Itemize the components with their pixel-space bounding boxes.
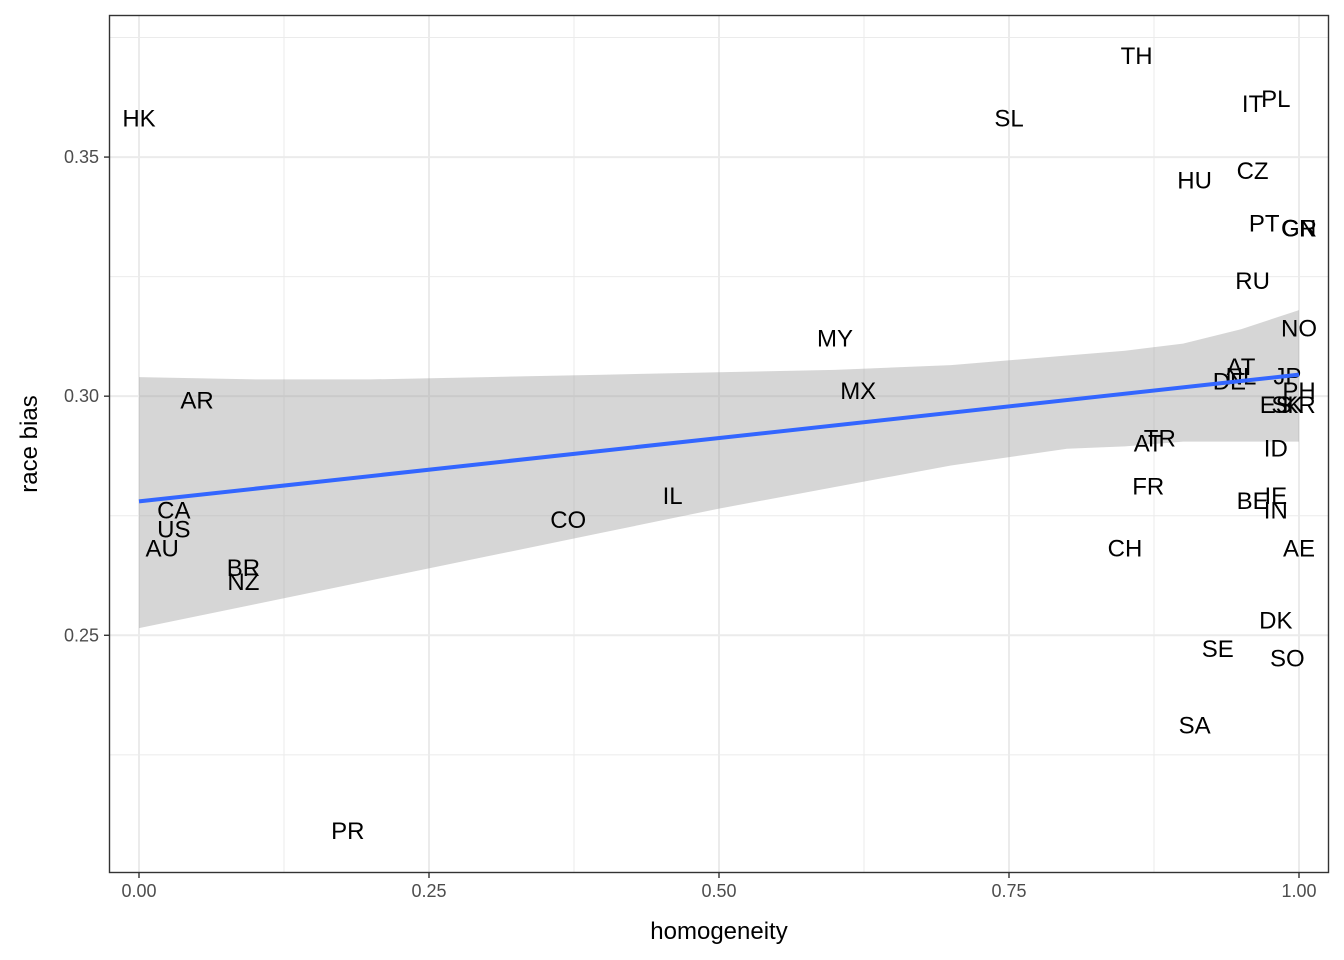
- x-tick-label: 1.00: [1281, 881, 1316, 901]
- point-label-th: TH: [1121, 43, 1153, 70]
- x-tick-label: 0.25: [411, 881, 446, 901]
- point-label-co: CO: [550, 507, 586, 534]
- fit-line: [138, 372, 1300, 504]
- point-label-ar: AR: [180, 388, 213, 415]
- point-label-au: AU: [146, 536, 179, 563]
- point-label-gr: GR: [1281, 215, 1317, 242]
- point-label-cn: CN: [1282, 215, 1317, 242]
- y-tick-label: 0.25: [64, 625, 99, 645]
- y-tick-label: 0.30: [64, 386, 99, 406]
- y-axis-ticks: 0.25 0.30 0.35: [64, 147, 110, 645]
- point-label-at: AT: [1134, 431, 1163, 458]
- point-label-in: IN: [1264, 497, 1288, 524]
- x-tick-label: 0.75: [991, 881, 1026, 901]
- point-label-no: NO: [1281, 316, 1317, 343]
- point-label-at: AT: [1227, 354, 1256, 381]
- point-label-sk: SK: [1271, 392, 1303, 419]
- x-tick-label: 0.50: [701, 881, 736, 901]
- point-label-es: ES: [1260, 392, 1292, 419]
- point-label-hu: HU: [1177, 168, 1212, 195]
- confidence-band: [139, 310, 1299, 629]
- point-label-us: US: [157, 517, 190, 544]
- point-label-tr: TR: [1144, 426, 1176, 453]
- y-tick-label: 0.35: [64, 147, 99, 167]
- point-label-il: IL: [663, 483, 683, 510]
- point-label-sa: SA: [1179, 713, 1211, 740]
- point-label-mx: MX: [840, 378, 876, 405]
- point-label-fr: FR: [1132, 474, 1164, 501]
- point-label-dk: DK: [1259, 607, 1292, 634]
- point-label-hk: HK: [122, 105, 155, 132]
- point-label-pr: PR: [331, 818, 364, 845]
- major-gridlines: [110, 16, 1328, 872]
- point-label-my: MY: [817, 325, 853, 352]
- point-label-ae: AE: [1283, 536, 1315, 563]
- point-label-ru: RU: [1235, 268, 1270, 295]
- point-label-so: SO: [1270, 646, 1305, 673]
- point-label-id: ID: [1264, 435, 1288, 462]
- point-label-ca: CA: [157, 497, 190, 524]
- point-label-nz: NZ: [227, 569, 259, 596]
- point-label-pl: PL: [1261, 86, 1290, 113]
- point-label-nl: NL: [1226, 364, 1257, 391]
- point-label-kr: KR: [1282, 392, 1315, 419]
- point-label-se: SE: [1202, 636, 1234, 663]
- point-labels: HKTHSLITPLHUCZPTGRCNRUNOMYATNLDEJPPHESSK…: [122, 43, 1317, 845]
- point-label-cz: CZ: [1237, 158, 1269, 185]
- point-label-ph: PH: [1282, 378, 1315, 405]
- point-label-be: BE: [1237, 488, 1269, 515]
- x-axis-title: homogeneity: [650, 918, 787, 945]
- x-tick-label: 0.00: [121, 881, 156, 901]
- point-label-ie: IE: [1264, 483, 1287, 510]
- point-label-sl: SL: [994, 105, 1023, 132]
- point-label-it: IT: [1242, 91, 1264, 118]
- point-label-br: BR: [227, 555, 260, 582]
- y-axis-title: race bias: [16, 395, 43, 492]
- x-axis-ticks: 0.00 0.25 0.50 0.75 1.00: [121, 872, 1317, 901]
- point-label-ch: CH: [1108, 536, 1143, 563]
- point-label-pt: PT: [1249, 211, 1280, 238]
